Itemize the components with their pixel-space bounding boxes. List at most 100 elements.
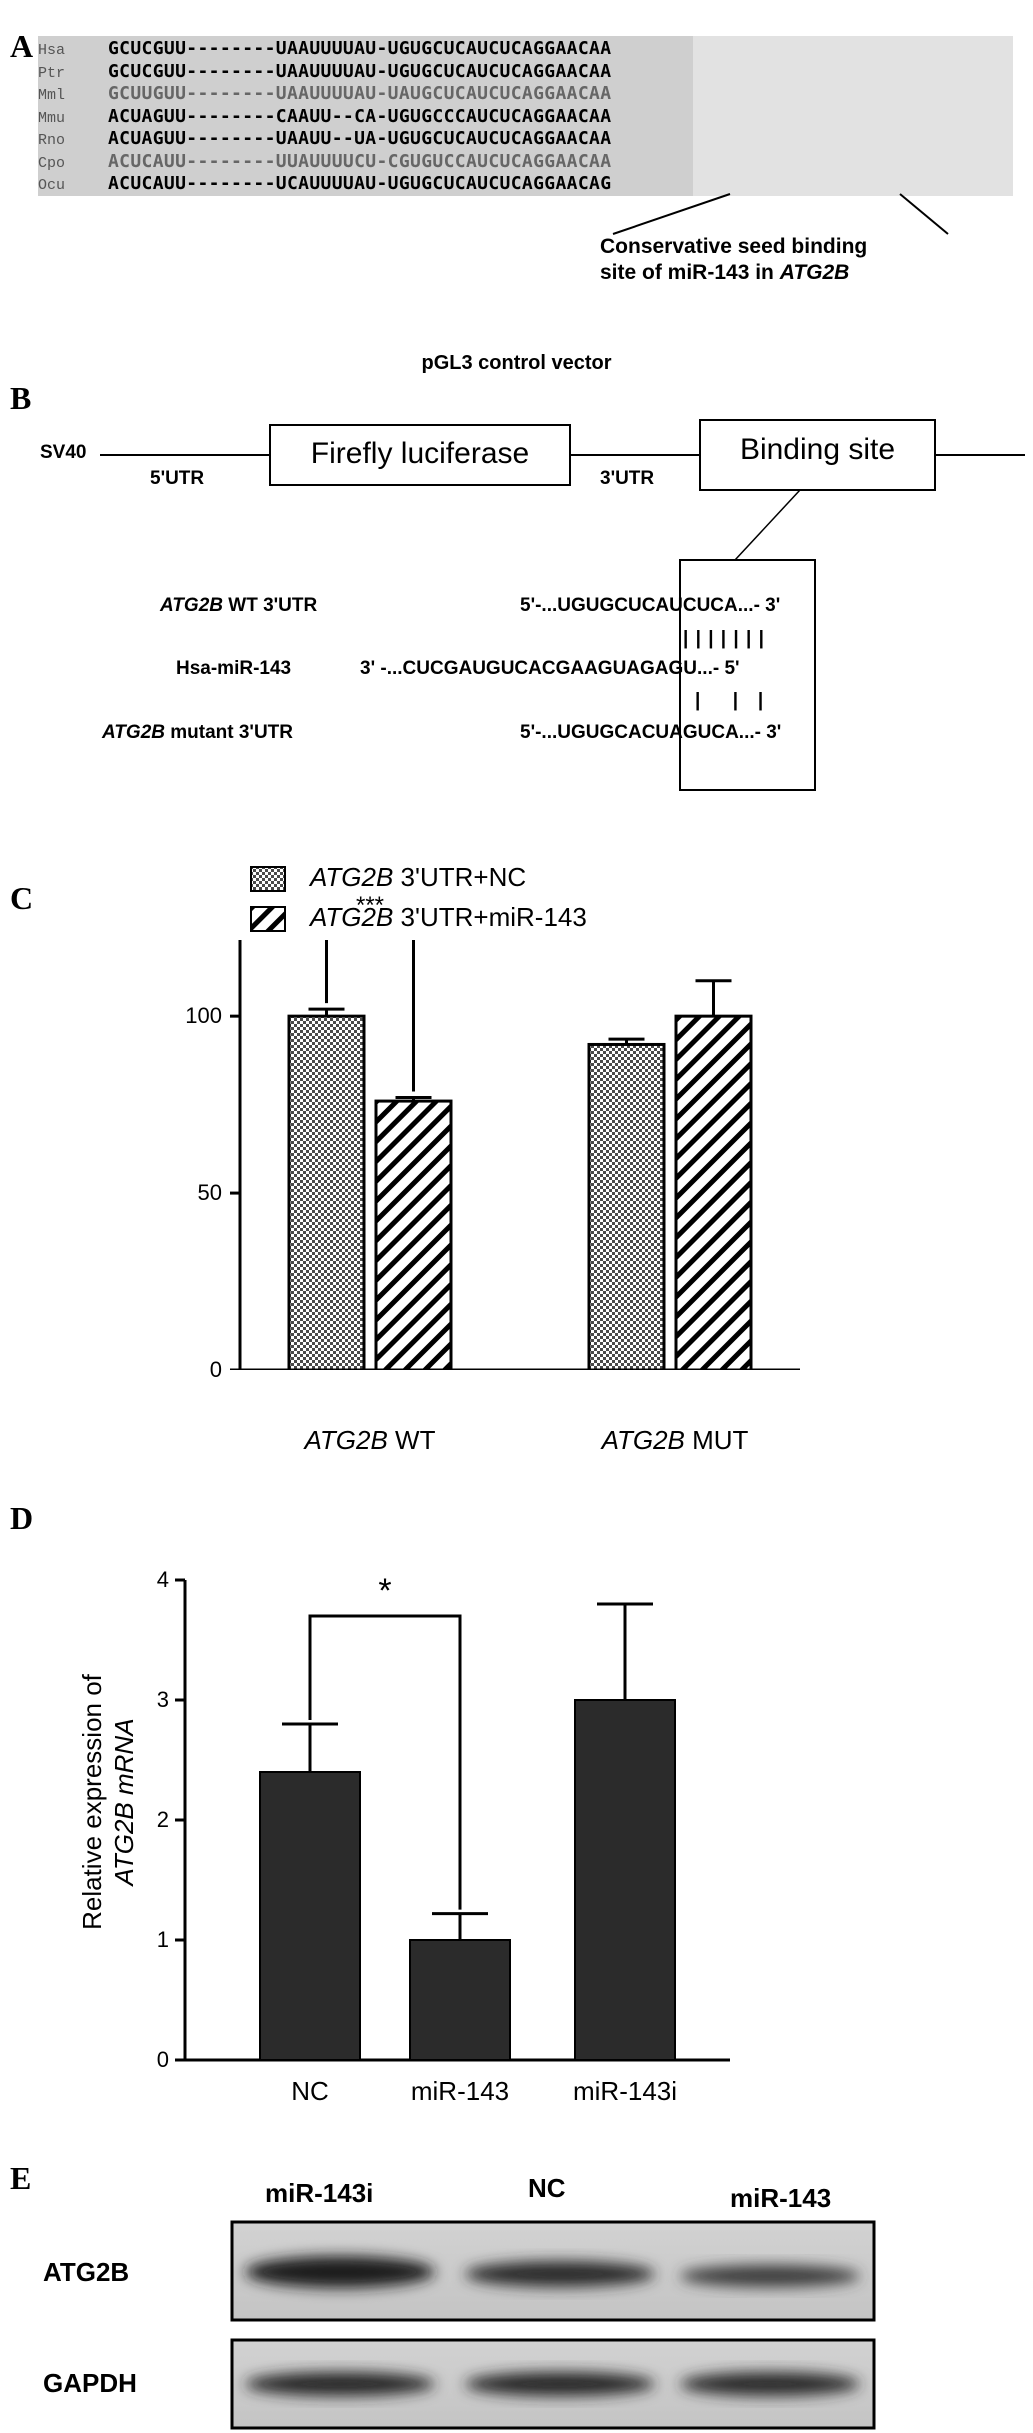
wt-sequence: 5'-...UGUGCUCAUCUCA...- 3' — [520, 595, 781, 616]
luciferase-label: Firefly luciferase — [310, 437, 530, 470]
alignment-species: Ptr — [38, 64, 66, 82]
chart-d-category-label: miR-143i — [572, 2076, 678, 2106]
alignment-species: Ocu — [38, 177, 66, 194]
panel-label-c: C — [10, 880, 34, 916]
chart-d-bar — [259, 1771, 361, 2061]
chart-d-y-tick-label: 2 — [156, 1807, 169, 1832]
sv40-label: SV40 — [40, 442, 87, 463]
alignment-sequence: GCUCGUU--------UAAUUUUAU-UGUGCUCAUCUCAGG… — [108, 38, 612, 59]
chart-c-bar — [374, 1099, 453, 1370]
alignment-row: Ocu ACUCAUU--------UCAUUUUAU-UGUGCUCAUCUC… — [38, 173, 611, 195]
wt-pairing: | | | | | | | — [683, 628, 765, 649]
legend-swatch-hatch — [250, 906, 286, 932]
alignment-row: Mml GCUUGUU--------UAAUUUUAU-UAUGCUCAUCUC… — [38, 83, 611, 105]
blot-row-atg2b: ATG2B — [43, 2257, 130, 2287]
chart-d-bar — [409, 1939, 511, 2061]
seed-note-line2: site of miR-143 in — [600, 261, 780, 284]
binding-site-label: Binding site — [739, 433, 896, 466]
chart-c-bar — [674, 1014, 753, 1370]
alignment-row: Hsa GCUCGUU--------UAAUUUUAU-UGUGCUCAUCUC… — [38, 38, 611, 60]
blot-band-gapdh-lane2 — [465, 2372, 655, 2396]
cat-wt-rest: WT — [387, 1425, 436, 1455]
chart-c-category-mut: ATG2B MUT — [550, 1425, 800, 1456]
alignment-species: Mml — [38, 87, 66, 104]
alignment-sequence: ACUAGUU--------CAAUU--CA-UGUGCCCAUCUCAGG… — [108, 105, 612, 127]
alignment-sequence: ACUCAUU--------UUAUUUUCU-CGUGUCCAUCUCAGG… — [108, 150, 612, 172]
blot-band-atg2b-lane1 — [245, 2256, 435, 2288]
alignment-sequence: ACUCAUU--------UCAUUUUAU-UGUGCUCAUCUCAGG… — [108, 173, 612, 194]
chart-c-y-tick-label: 100 — [185, 1003, 222, 1029]
alignment-sequence: GCUCGUU--------UAAUUUUAU-UGUGCUCAUCUCAGG… — [108, 60, 612, 82]
utr5-label: 5'UTR — [150, 468, 205, 489]
chart-c-y-tick-label: 0 — [209, 1357, 222, 1382]
cat-wt-gene: ATG2B — [304, 1425, 388, 1455]
chart-c-y-tick-label: 50 — [197, 1180, 222, 1206]
chart-d-category-label: miR-143 — [410, 2076, 510, 2106]
cat-mut-rest: MUT — [684, 1425, 749, 1455]
chart-d-bar — [574, 1699, 676, 2061]
chart-d-y-tick-label: 0 — [156, 2047, 169, 2072]
alignment-row: Rno ACUAGUU--------UAAUU--UA-UGUGCUCAUCUC… — [38, 128, 611, 150]
mut-sequence: 5'-...UGUGCACUAGUCA...- 3' — [520, 722, 782, 743]
alignment-species: Cpo — [38, 154, 66, 172]
panel-label-d: D — [10, 1500, 34, 1536]
western-blot — [230, 2220, 876, 2430]
panel-label-e: E — [10, 2160, 32, 2196]
blot-lane-mir143i: miR-143i — [265, 2178, 374, 2208]
legend-label-mir: ATG2B 3'UTR+miR-143 — [310, 902, 587, 933]
blot-band-gapdh-lane3 — [680, 2372, 860, 2396]
mir143-sequence: 3' -...CUCGAUGUCACGAAGUAGAGU...- 5' — [360, 658, 740, 679]
blot-row-gapdh: GAPDH — [43, 2368, 137, 2398]
alignment-seed-highlight — [693, 36, 1013, 196]
alignment-row: Mmu ACUAGUU--------CAAUU--CA-UGUGCCCAUCUC… — [38, 106, 611, 128]
wt-utr-label: ATG2B WT 3'UTR — [160, 595, 317, 617]
wt-gene: ATG2B — [160, 595, 223, 616]
chart-c-category-wt: ATG2B WT — [270, 1425, 470, 1456]
seed-pointer-lines — [612, 193, 949, 235]
legend-gene-mir: ATG2B — [310, 902, 394, 932]
blot-band-atg2b-lane2 — [465, 2261, 655, 2287]
alignment-species: Rno — [38, 132, 66, 149]
seed-site-note: Conservative seed binding site of miR-14… — [600, 234, 867, 286]
panel-label-b: B — [10, 380, 32, 416]
legend-rest-mir: 3'UTR+miR-143 — [393, 902, 587, 932]
chart-d-y-tick-label: 3 — [156, 1687, 169, 1712]
seed-note-line1: Conservative seed binding — [600, 235, 868, 258]
legend-gene-nc: ATG2B — [310, 862, 394, 892]
alignment-row: Cpo ACUCAUU--------UUAUUUUCU-CGUGUCCAUCUC… — [38, 151, 611, 173]
chart-d-category-label: NC — [291, 2076, 329, 2106]
chart-d-y-tick-label: 4 — [156, 1567, 169, 1592]
mut-gene: ATG2B — [102, 722, 165, 743]
blot-lane-nc: NC — [528, 2173, 566, 2203]
chart-c-significance: *** — [355, 891, 385, 919]
sequence-alignment: Hsa GCUCGUU--------UAAUUUUAU-UGUGCUCAUCUC… — [38, 36, 1033, 284]
mir143-label: Hsa-miR-143 — [176, 658, 292, 679]
chart-c-bar — [287, 1014, 366, 1370]
cat-mut-gene: ATG2B — [601, 1425, 685, 1455]
chart-d-significance: * — [378, 1572, 392, 1610]
alignment-sequence: ACUAGUU--------UAAUU--UA-UGUGCUCAUCUCAGG… — [108, 128, 612, 149]
construct-diagram — [100, 419, 1025, 791]
blot-band-gapdh-lane1 — [245, 2372, 435, 2396]
blot-panel-atg2b — [230, 2220, 876, 2322]
alignment-row: Ptr GCUCGUU--------UAAUUUUAU-UGUGCUCAUCUC… — [38, 61, 611, 83]
blot-band-atg2b-lane3 — [680, 2265, 860, 2287]
chart-c-significance-bracket — [325, 940, 415, 1092]
construct-title: pGL3 control vector — [421, 352, 612, 374]
blot-panel-gapdh — [230, 2338, 876, 2430]
seed-note-gene: ATG2B — [779, 261, 850, 284]
alignment-sequence: GCUUGUU--------UAAUUUUAU-UAUGCUCAUCUCAGG… — [108, 83, 612, 104]
chart-d-y-tick-label: 1 — [156, 1927, 169, 1952]
legend-label-nc: ATG2B 3'UTR+NC — [310, 862, 526, 893]
chart-c — [230, 940, 800, 1370]
legend-swatch-checker — [250, 866, 286, 892]
alignment-species: Hsa — [38, 42, 66, 59]
mut-rest: mutant 3'UTR — [164, 722, 294, 743]
mut-pairing: | | | — [695, 690, 765, 711]
wt-rest: WT 3'UTR — [222, 595, 318, 616]
alignment-species: Mmu — [38, 109, 66, 127]
panel-label-a: A — [10, 28, 34, 64]
chart-d-significance-bracket — [308, 1614, 462, 1910]
chart-c-bar — [587, 1042, 666, 1370]
utr3-label: 3'UTR — [600, 468, 655, 489]
